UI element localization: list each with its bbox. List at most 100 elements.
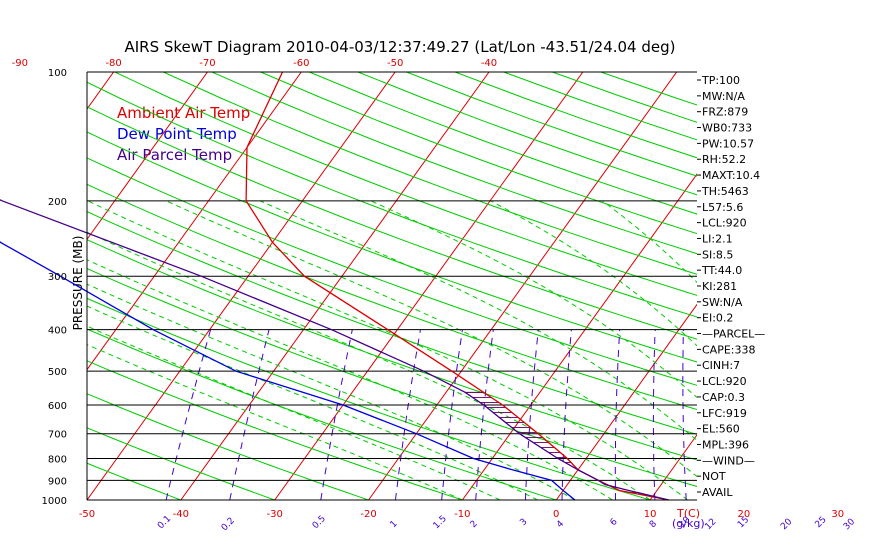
- mixing-ratio-tick-label: 25: [813, 515, 828, 530]
- dry-adiabat-line: [87, 360, 463, 500]
- moist-adiabat-line: [87, 305, 538, 500]
- axes: 1002003004005006007008009001000-120-110-…: [12, 58, 858, 533]
- isotherm-line: [87, 72, 396, 500]
- bottom-temp-tick-label: 20: [738, 509, 751, 520]
- bottom-temp-tick-label: -30: [267, 509, 283, 520]
- index-label: WB0:733: [702, 122, 752, 135]
- bottom-temp-tick-label: -40: [173, 509, 189, 520]
- dry-adiabat-line: [87, 328, 557, 500]
- moist-adiabat-line: [87, 200, 688, 500]
- index-label: TT:44.0: [701, 264, 742, 277]
- mixing-ratio-tick-label: 3: [518, 517, 529, 528]
- top-temp-tick-label: -40: [481, 58, 497, 69]
- legend-parcel: Air Parcel Temp: [117, 146, 232, 164]
- mixing-ratio-tick-label: 1.5: [432, 514, 449, 531]
- dew-point-temp-line: [0, 241, 576, 501]
- index-label: CAPE:338: [702, 343, 756, 356]
- dry-adiabat-line: [454, 72, 697, 159]
- dry-adiabat-line: [211, 72, 697, 255]
- pressure-tick-label: 200: [48, 197, 67, 208]
- dry-adiabat-line: [87, 183, 697, 411]
- mixing-ratio-tick-label: 8: [648, 519, 659, 530]
- moist-adiabat-line: [87, 283, 576, 500]
- moist-adiabat-line: [165, 200, 697, 478]
- index-label: EL:560: [702, 423, 740, 436]
- isotherm-line: [649, 433, 697, 500]
- dry-adiabat-line: [503, 72, 697, 141]
- mixing-ratio-line: [229, 329, 270, 500]
- x-axis-unit-label: T(C): [676, 507, 700, 520]
- dry-adiabat-line: [260, 72, 697, 235]
- mixing-ratio-line: [395, 329, 421, 500]
- dry-adiabat-line: [87, 157, 697, 386]
- dry-adiabat-line: [357, 72, 697, 196]
- index-label: FRZ:879: [702, 106, 748, 119]
- top-temp-tick-label: -80: [105, 58, 121, 69]
- mixing-ratio-tick-label: 6: [609, 517, 620, 528]
- index-label: SI:8.5: [702, 248, 733, 261]
- moist-adiabat-line: [87, 343, 463, 500]
- mixing-ratio-tick-label: 0.1: [156, 514, 173, 531]
- top-temp-tick-label: -70: [199, 58, 215, 69]
- mixing-ratio-line: [682, 329, 687, 500]
- air-parcel-temp-line: [0, 199, 669, 501]
- dry-adiabat-line: [114, 72, 697, 296]
- top-temp-tick-label: -90: [12, 58, 28, 69]
- index-label: TH:5463: [701, 185, 749, 198]
- index-label: AVAIL: [702, 486, 733, 499]
- index-label: TP:100: [701, 74, 740, 87]
- moist-adiabat-line: [370, 200, 697, 399]
- pressure-tick-label: 700: [48, 430, 67, 441]
- mixing-ratio-line: [806, 330, 823, 500]
- isotherm-line: [368, 72, 678, 500]
- bottom-temp-tick-label: 0: [553, 509, 559, 520]
- index-label: LCL:920: [702, 375, 747, 388]
- pressure-tick-label: 500: [48, 367, 67, 378]
- mixing-ratio-line: [831, 330, 851, 500]
- isotherm-line: [744, 72, 870, 500]
- dry-adiabat-line: [309, 72, 697, 215]
- chart-title: AIRS SkewT Diagram 2010-04-03/12:37:49.2…: [124, 38, 675, 56]
- pressure-tick-label: 300: [48, 272, 67, 283]
- bottom-temp-tick-label: -50: [79, 509, 95, 520]
- isotherm-line: [87, 72, 302, 371]
- pressure-tick-label: 400: [48, 326, 67, 337]
- index-label: CAP:0.3: [702, 391, 745, 404]
- pressure-tick-label: 1000: [42, 496, 67, 507]
- pressure-tick-label: 900: [48, 476, 67, 487]
- mixing-ratio-tick-label: 12: [703, 517, 718, 532]
- y-axis-label: PRESSURE (MB): [71, 236, 85, 331]
- pressure-tick-label: 100: [48, 68, 67, 79]
- top-temp-tick-label: -50: [387, 58, 403, 69]
- bottom-temp-tick-label: 30: [831, 509, 844, 520]
- index-label: L57:5.6: [702, 201, 743, 214]
- isotherm-line: [87, 72, 208, 241]
- legend-ambient: Ambient Air Temp: [117, 104, 250, 122]
- index-label: KI:281: [702, 280, 737, 293]
- legend: Ambient Air Temp Dew Point Temp Air Parc…: [117, 104, 250, 164]
- mixing-ratio-tick-label: 20: [779, 517, 794, 532]
- index-label: EI:0.2: [702, 312, 733, 325]
- isotherm-line: [0, 72, 20, 500]
- index-label: SW:N/A: [702, 296, 743, 309]
- mixing-ratio-unit-label: (g/kg): [672, 517, 705, 530]
- indices-panel: TP:100 MW:N/A FRZ:879 WB0:733 PW:10.57 RH:52.…: [697, 74, 765, 499]
- dry-adiabat-line: [87, 427, 275, 500]
- isotherm-line: [555, 303, 697, 500]
- mixing-ratio-line: [441, 329, 463, 500]
- dry-adiabat-line: [87, 81, 697, 318]
- mixing-ratio-tick-label: 1: [389, 519, 400, 530]
- dry-adiabat-line: [87, 211, 697, 435]
- top-temp-tick-label: -60: [293, 58, 309, 69]
- index-label: RH:52.2: [702, 153, 746, 166]
- index-label: MPL:396: [702, 438, 749, 451]
- index-label: —PARCEL—: [702, 328, 765, 341]
- pressure-tick-label: 800: [48, 455, 67, 466]
- isotherm-line: [838, 72, 870, 500]
- dry-adiabat-line: [87, 131, 697, 363]
- isotherm-line: [274, 72, 584, 500]
- mixing-ratio-tick-label: 2: [469, 519, 480, 530]
- dry-adiabat-line: [87, 393, 369, 500]
- dry-adiabat-line: [87, 239, 697, 461]
